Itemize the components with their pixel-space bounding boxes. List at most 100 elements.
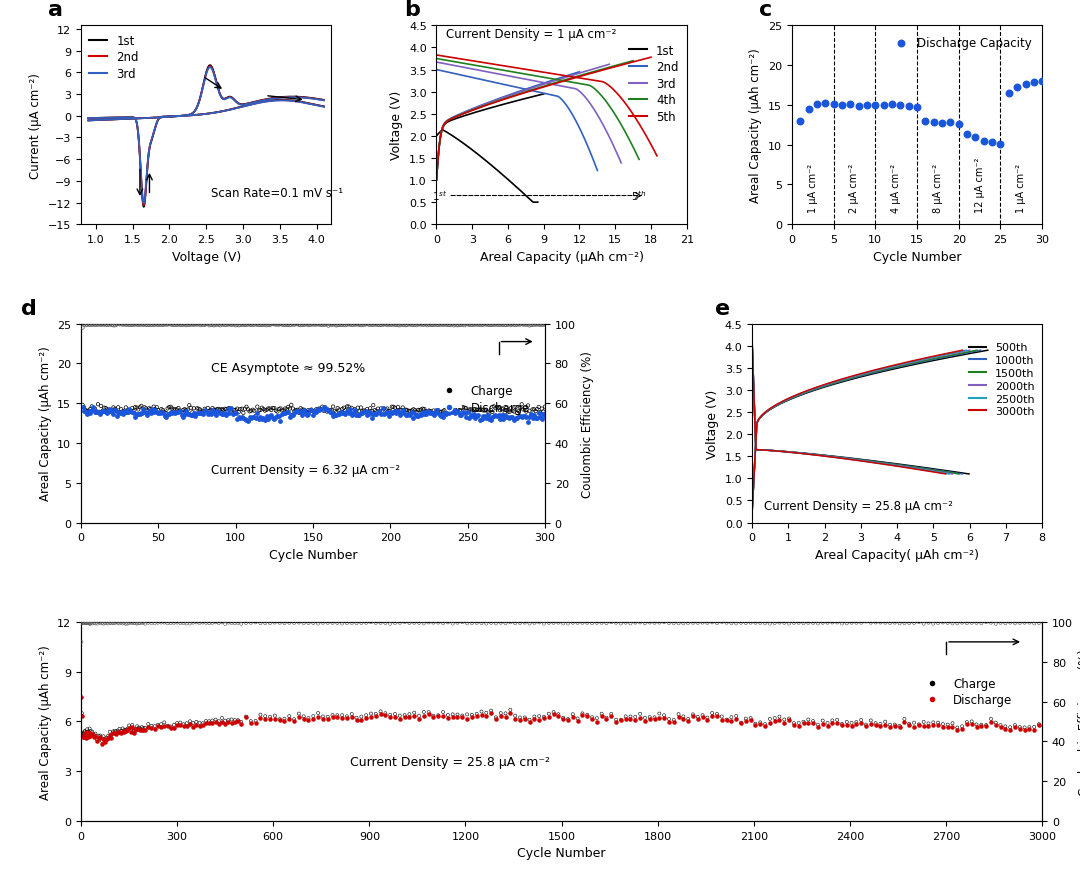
Point	[492, 319, 510, 333]
Point	[708, 707, 726, 721]
Point	[255, 318, 272, 332]
Point	[102, 405, 119, 419]
Point	[186, 407, 203, 421]
Point	[394, 401, 411, 415]
Point	[516, 401, 534, 415]
Point	[186, 402, 203, 416]
Point	[573, 707, 591, 721]
Point	[366, 404, 383, 418]
Point	[261, 616, 279, 630]
Point	[179, 407, 197, 421]
Point	[245, 410, 262, 424]
Point	[1034, 75, 1051, 89]
Point	[449, 708, 467, 722]
Point	[997, 722, 1014, 736]
Point	[828, 716, 846, 730]
Point	[188, 407, 205, 421]
Point	[202, 319, 219, 333]
Point	[413, 403, 430, 417]
Point	[564, 710, 581, 724]
Point	[948, 616, 966, 630]
Point	[154, 319, 172, 333]
Point	[397, 403, 415, 417]
Point	[191, 716, 208, 730]
Point	[447, 318, 464, 332]
Point	[177, 319, 194, 333]
Point	[808, 98, 825, 112]
Point	[219, 402, 237, 416]
Point	[79, 726, 96, 740]
Point	[435, 407, 453, 421]
Point	[267, 410, 284, 424]
Point	[480, 318, 497, 332]
Point	[121, 718, 138, 732]
Point	[365, 399, 382, 413]
Point	[617, 616, 634, 630]
Point	[129, 719, 146, 733]
Point	[875, 98, 892, 112]
Point	[254, 401, 271, 415]
Point	[370, 319, 388, 333]
Point	[123, 318, 140, 332]
Point	[90, 729, 107, 743]
Point	[395, 407, 413, 421]
Point	[359, 408, 376, 422]
Point	[194, 405, 212, 419]
Point	[81, 722, 98, 736]
Point	[908, 100, 926, 114]
Point	[872, 717, 889, 731]
Point	[83, 616, 100, 630]
Point	[77, 615, 94, 630]
Point	[114, 407, 132, 421]
Point	[484, 406, 501, 420]
Point	[521, 616, 538, 630]
Point	[406, 408, 423, 422]
Point	[119, 406, 136, 420]
Point	[424, 616, 442, 630]
Point	[442, 405, 459, 419]
Point	[291, 319, 308, 333]
Point	[699, 713, 716, 727]
Point	[527, 318, 544, 332]
Point	[498, 401, 515, 415]
Point	[284, 408, 301, 422]
Point	[240, 414, 257, 428]
Point	[75, 730, 92, 745]
Point	[470, 403, 487, 417]
Point	[100, 318, 118, 332]
Point	[90, 318, 107, 332]
Point	[473, 413, 490, 427]
Point	[531, 318, 549, 332]
Point	[403, 319, 420, 333]
Text: 12 μA cm⁻²: 12 μA cm⁻²	[974, 158, 985, 213]
Point	[111, 722, 129, 736]
Point	[201, 405, 218, 419]
Point	[799, 616, 816, 630]
Point	[381, 710, 399, 724]
Point	[154, 404, 172, 418]
Point	[384, 318, 402, 332]
Point	[109, 400, 126, 414]
Point	[499, 405, 516, 419]
Point	[403, 406, 420, 420]
Point	[312, 403, 329, 417]
Point	[276, 319, 294, 333]
Point	[463, 616, 481, 630]
Point	[106, 616, 123, 630]
Point	[72, 635, 90, 649]
Point	[809, 616, 826, 630]
Point	[458, 712, 475, 726]
Point	[497, 616, 514, 630]
Point	[805, 714, 822, 728]
Point	[168, 319, 186, 333]
Point	[86, 727, 104, 741]
Point	[198, 318, 215, 332]
Point	[377, 707, 394, 721]
Point	[492, 706, 510, 720]
Point	[90, 615, 107, 630]
Point	[98, 319, 116, 333]
Point	[219, 713, 237, 727]
Point	[468, 709, 485, 723]
Point	[862, 714, 879, 728]
Point	[895, 715, 913, 729]
